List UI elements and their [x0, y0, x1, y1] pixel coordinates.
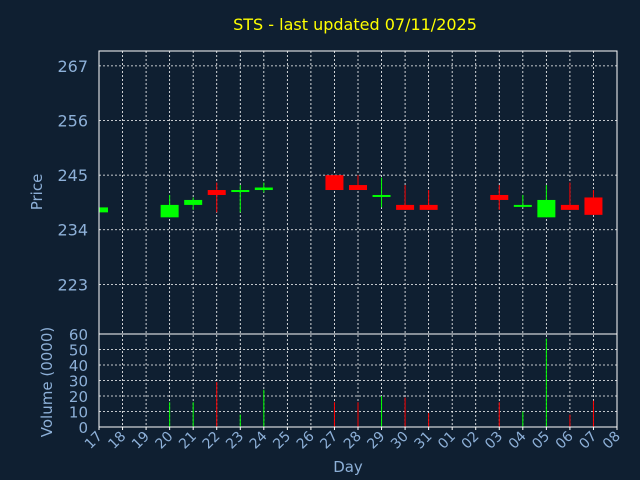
- price-y-ticks: 223 234 245 256 267: [57, 57, 88, 294]
- price-axis-label: Price: [28, 174, 46, 211]
- candle-body: [419, 204, 438, 210]
- candlesticks: [98, 175, 603, 218]
- candle-body: [584, 197, 603, 215]
- candle-body: [396, 204, 415, 210]
- volume-axis-label: Volume (0000): [38, 327, 56, 437]
- candle-body: [513, 204, 532, 207]
- volume-bars: [169, 338, 594, 427]
- candle-body: [372, 194, 391, 197]
- candle-body: [560, 204, 579, 210]
- price-tick-label: 234: [57, 221, 88, 240]
- price-tick-label: 245: [57, 166, 88, 185]
- chart-title: STS - last updated 07/11/2025: [233, 15, 477, 34]
- price-tick-label: 267: [57, 57, 88, 76]
- volume-tick-label: 30: [69, 373, 88, 391]
- volume-tick-label: 50: [69, 342, 88, 360]
- x-axis-label: Day: [333, 458, 363, 476]
- candle-body: [490, 194, 509, 200]
- candle-body: [537, 199, 556, 218]
- volume-tick-label: 0: [78, 419, 88, 437]
- volume-tick-label: 20: [69, 388, 88, 406]
- candle-body: [160, 204, 179, 218]
- x-ticks: 17 18 19 20 21 22 23 24 25 26 27 28 29 30 31 01 02 03 04 05…: [82, 427, 624, 452]
- candle-body: [99, 207, 108, 213]
- volume-tick-label: 40: [69, 357, 88, 375]
- candle-body: [254, 187, 273, 191]
- candle-body: [207, 190, 226, 195]
- candle-body: [231, 190, 250, 193]
- candle-body: [184, 199, 203, 205]
- candle-body: [349, 185, 367, 191]
- volume-tick-label: 10: [69, 404, 88, 422]
- volume-tick-label: 60: [69, 326, 88, 344]
- price-tick-label: 223: [57, 275, 88, 294]
- candle-body: [325, 175, 344, 191]
- price-tick-label: 256: [57, 112, 88, 131]
